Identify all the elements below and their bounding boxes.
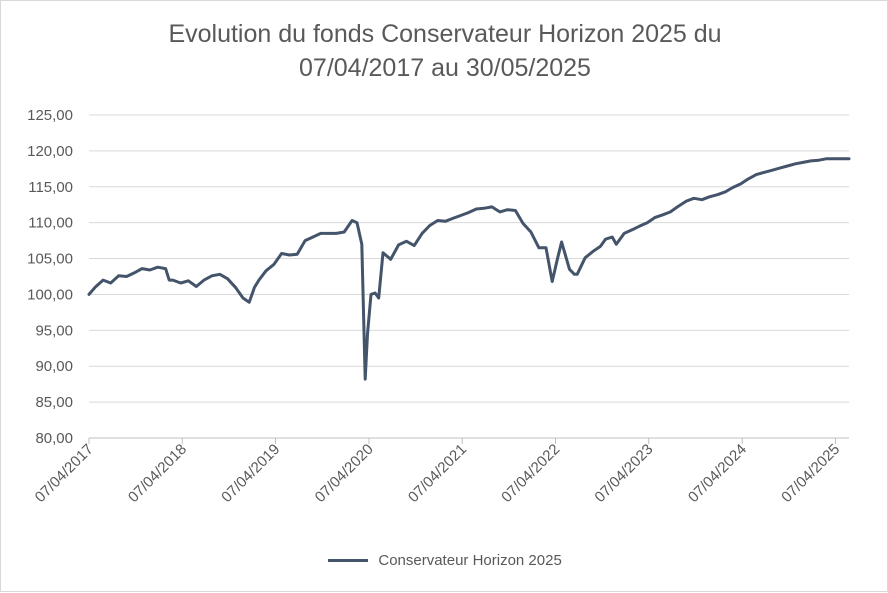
chart-title-line1: Evolution du fonds Conservateur Horizon … bbox=[168, 20, 722, 48]
y-tick-label: 85,00 bbox=[35, 394, 73, 411]
chart-title-line2: 07/04/2017 au 30/05/2025 bbox=[299, 54, 591, 82]
y-tick-label: 100,00 bbox=[27, 286, 73, 303]
y-tick-label: 120,00 bbox=[27, 143, 73, 160]
y-tick-label: 95,00 bbox=[35, 322, 73, 339]
y-tick-label: 105,00 bbox=[27, 251, 73, 268]
x-tick-label: 07/04/2018 bbox=[125, 441, 190, 506]
y-tick-label: 90,00 bbox=[35, 358, 73, 375]
x-tick-label: 07/04/2019 bbox=[218, 441, 283, 506]
x-tick-label: 07/04/2020 bbox=[312, 441, 377, 506]
series-line bbox=[87, 157, 851, 381]
x-tick-label: 07/04/2017 bbox=[32, 441, 97, 506]
x-tick-label: 07/04/2023 bbox=[591, 441, 656, 506]
x-tick-label: 07/04/2021 bbox=[405, 441, 470, 506]
legend-label: Conservateur Horizon 2025 bbox=[378, 552, 562, 569]
y-tick-label: 115,00 bbox=[28, 179, 73, 196]
x-tick-label: 07/04/2025 bbox=[778, 441, 843, 506]
chart-title: Evolution du fonds Conservateur Horizon … bbox=[1, 17, 888, 85]
legend-swatch bbox=[328, 558, 369, 562]
y-tick-label: 110,00 bbox=[28, 215, 73, 232]
y-tick-label: 125,00 bbox=[27, 107, 73, 124]
legend: Conservateur Horizon 2025 bbox=[1, 552, 888, 569]
x-tick-label: 07/04/2024 bbox=[685, 441, 750, 506]
y-tick-label: 80,00 bbox=[35, 430, 73, 447]
x-tick-label: 07/04/2022 bbox=[498, 441, 563, 506]
